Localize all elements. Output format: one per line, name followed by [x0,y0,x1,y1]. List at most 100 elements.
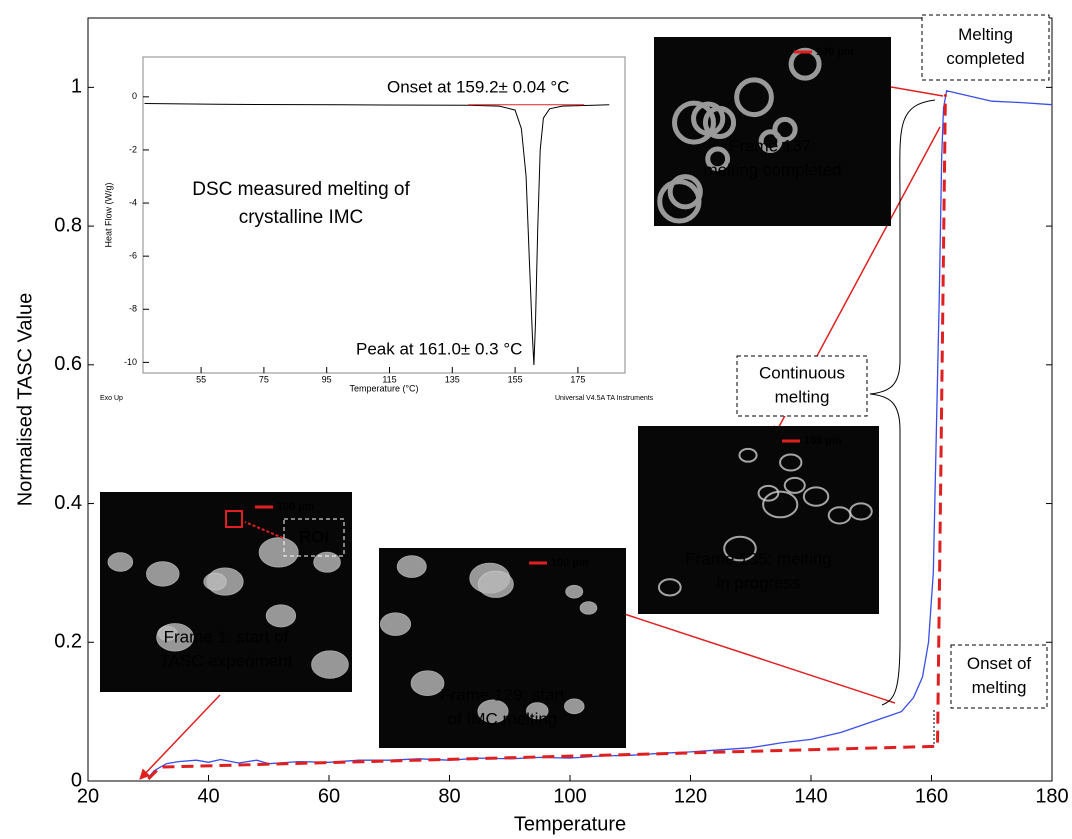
particle [477,699,509,724]
particle [526,702,549,720]
y-tick-label: 0.4 [54,492,82,514]
particle [265,604,297,628]
plot-area [142,56,626,374]
pointer-arrow [139,694,221,780]
particle [379,612,412,636]
particle [802,486,830,507]
x-tick-label: 120 [674,785,707,807]
y-tick-label: 1 [71,76,82,98]
particle [672,100,716,145]
footer-right: Universal V4.5A TA Instruments [555,395,654,402]
particle [146,561,180,587]
data-line [147,94,947,780]
x-tick-label: 95 [322,375,332,385]
x-tick-label: 100 [553,785,586,807]
scale-label: 100 µm [804,435,842,447]
inset-title: DSC measured melting of [192,179,410,200]
callout-text: melting [775,387,830,406]
particle [657,179,702,224]
x-tick-label: 175 [570,375,585,385]
scale-label: 100 µm [277,501,315,513]
particle [311,650,349,679]
inset-title: crystalline IMC [239,207,364,228]
y-tick-label: -2 [129,144,137,154]
particle [107,552,134,572]
scale-label: 100 µm [816,46,854,58]
particle [313,551,341,573]
y-axis-label: Heat Flow (W/g) [103,182,113,247]
y-tick-label: -4 [129,197,137,207]
y-tick-label: 0.2 [54,631,82,653]
x-tick-label: 180 [1035,785,1068,807]
particle [723,535,757,562]
particle [477,570,514,598]
y-tick-label: 0 [71,769,82,791]
y-tick-label: -10 [124,357,137,367]
particle [691,101,726,136]
x-tick-label: 40 [197,785,219,807]
roi-square [225,510,243,528]
roi-pointer [244,521,284,539]
particle [772,116,798,143]
annotation: Peak at 161.0± 0.3 °C [356,339,522,358]
panel-caption: Frame 137: [729,136,816,155]
x-tick-label: 155 [508,375,523,385]
x-axis-label: Temperature (°C) [349,384,418,394]
particle [579,601,598,615]
particle [564,698,585,715]
particle [779,453,803,472]
x-tick-label: 115 [382,375,396,385]
callout-box [950,644,1048,709]
panel-caption: melting completed [704,160,842,179]
micrograph: 100 µm Frame 129: start of IMC melting [379,548,626,748]
particle [410,670,445,696]
particle [258,537,299,568]
particle [705,146,731,172]
footer-left: Exo Up [100,395,123,402]
brace [869,99,936,706]
particle [758,129,783,154]
x-axis-label: Temperature [514,813,626,835]
panel-caption: in progress [716,573,800,592]
particle [396,555,427,578]
particle [667,174,703,210]
panel-caption: Frame 135: melting [685,549,831,568]
particle [156,623,194,652]
roi-label: ROI [299,527,329,546]
particle [788,47,822,81]
y-tick-label: -6 [129,251,137,261]
y-tick-label: 0 [132,91,137,101]
callout-box [921,14,1050,81]
scale-label: 100 µm [551,557,589,569]
particle [757,484,780,502]
x-tick-label: 160 [915,785,948,807]
micrograph: 100 µm Frame 137: melting completed [654,37,891,226]
panel-caption: TASC experiment [160,651,293,670]
y-tick-label: -8 [129,304,137,314]
particle [565,584,584,599]
y-axis-label: Normalised TASC Value [14,293,36,506]
micrograph: 100 µm Frame 1: start of TASC experiment RO… [100,492,352,692]
particle [738,447,758,463]
micrograph: 100 µm Frame 135: melting in progress [638,426,879,614]
x-tick-label: 55 [196,375,206,385]
x-tick-label: 20 [77,785,99,807]
x-tick-label: 60 [318,785,340,807]
annotation: Onset at 159.2± 0.04 °C [387,77,569,96]
callout-text: Continuous [759,363,845,382]
roi-box [283,518,345,557]
panel-caption: Frame 1: start of [164,627,289,646]
callout-text: Melting [958,25,1013,44]
y-tick-label: 0.8 [54,214,82,236]
panel-caption: Frame 129: start [440,685,565,704]
particle [827,506,852,525]
callout-text: Onset of [967,654,1032,673]
x-tick-label: 135 [445,375,460,385]
particle [762,490,799,519]
x-tick-label: 140 [794,785,827,807]
x-tick-label: 75 [259,375,269,385]
x-tick-label: 80 [438,785,460,807]
callout-text: completed [946,49,1024,68]
particle [734,77,774,118]
